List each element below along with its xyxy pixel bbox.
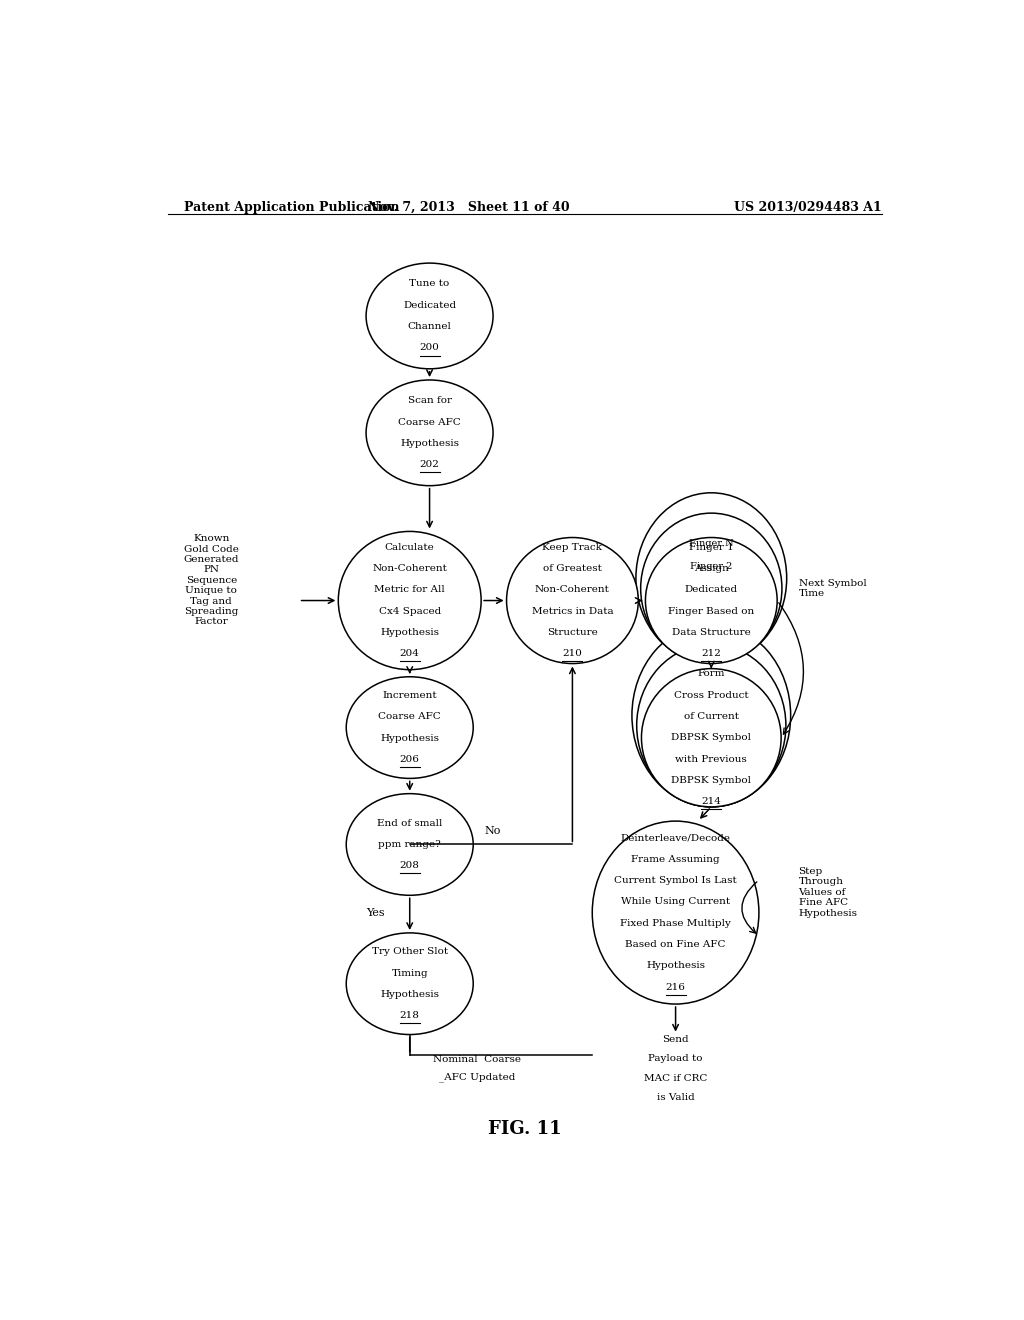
Text: Hypothesis: Hypothesis [400,440,459,447]
Text: US 2013/0294483 A1: US 2013/0294483 A1 [734,201,882,214]
Text: Non-Coherent: Non-Coherent [373,564,447,573]
Ellipse shape [338,532,481,669]
Text: 206: 206 [399,755,420,764]
Text: Current Symbol Is Last: Current Symbol Is Last [614,876,737,884]
Text: of Current: of Current [684,711,738,721]
Text: Non-Coherent: Non-Coherent [535,585,610,594]
Text: 212: 212 [701,649,721,659]
Text: 214: 214 [701,797,721,807]
Ellipse shape [636,492,786,664]
Text: Step
Through
Values of
Fine AFC
Hypothesis: Step Through Values of Fine AFC Hypothes… [799,867,857,917]
Text: DBPSK Symbol: DBPSK Symbol [672,733,752,742]
Text: Patent Application Publication: Patent Application Publication [183,201,399,214]
Ellipse shape [641,513,782,664]
Text: Finger 1: Finger 1 [689,543,733,552]
Text: Metrics in Data: Metrics in Data [531,607,613,615]
Ellipse shape [507,537,638,664]
Ellipse shape [346,933,473,1035]
Text: 200: 200 [420,343,439,352]
Text: Cx4 Spaced: Cx4 Spaced [379,607,441,615]
Text: 210: 210 [562,649,583,659]
Text: Next Symbol
Time: Next Symbol Time [799,578,866,598]
Text: ppm range?: ppm range? [378,840,441,849]
Text: Cross Product: Cross Product [674,690,749,700]
Ellipse shape [637,644,785,807]
Text: Hypothesis: Hypothesis [380,990,439,999]
Text: Tune to: Tune to [410,280,450,289]
Text: 216: 216 [666,983,685,991]
Text: Coarse AFC: Coarse AFC [398,417,461,426]
Text: with Previous: with Previous [676,755,748,763]
Text: Channel: Channel [408,322,452,331]
Text: Hypothesis: Hypothesis [380,734,439,743]
Ellipse shape [367,380,494,486]
Ellipse shape [346,793,473,895]
Text: No: No [485,826,501,837]
Text: Keep Track: Keep Track [543,543,602,552]
Text: Metric for All: Metric for All [375,585,445,594]
Text: Finger 2: Finger 2 [690,562,732,570]
Text: Frame Assuming: Frame Assuming [631,855,720,863]
Text: Based on Fine AFC: Based on Fine AFC [626,940,726,949]
Text: Finger Based on: Finger Based on [669,607,755,615]
Text: Data Structure: Data Structure [672,628,751,638]
Text: Try Other Slot: Try Other Slot [372,948,447,956]
Text: Hypothesis: Hypothesis [380,628,439,638]
Text: _AFC Updated: _AFC Updated [439,1072,515,1082]
Text: Calculate: Calculate [385,543,434,552]
Text: 202: 202 [420,461,439,470]
Text: Fixed Phase Multiply: Fixed Phase Multiply [621,919,731,928]
Ellipse shape [346,677,473,779]
Text: 218: 218 [399,1011,420,1020]
Text: Timing: Timing [391,969,428,978]
Text: 208: 208 [399,862,420,870]
Text: is Valid: is Valid [656,1093,694,1102]
Text: Form: Form [697,669,725,678]
Text: Deinterleave/Decode: Deinterleave/Decode [621,833,730,842]
Text: While Using Current: While Using Current [621,898,730,907]
Ellipse shape [632,624,791,807]
Text: FIG. 11: FIG. 11 [488,1121,561,1138]
Ellipse shape [367,263,494,368]
Text: Coarse AFC: Coarse AFC [378,713,441,722]
Ellipse shape [641,669,781,807]
Text: Structure: Structure [547,628,598,638]
Text: Send: Send [663,1035,689,1044]
Text: Nominal  Coarse: Nominal Coarse [433,1055,521,1064]
Text: Nov. 7, 2013   Sheet 11 of 40: Nov. 7, 2013 Sheet 11 of 40 [369,201,570,214]
Text: Scan for: Scan for [408,396,452,405]
Text: MAC if CRC: MAC if CRC [644,1073,708,1082]
Text: of Greatest: of Greatest [543,564,602,573]
Text: Assign: Assign [694,564,729,573]
Text: Finger N: Finger N [689,539,733,548]
Text: DBPSK Symbol: DBPSK Symbol [672,776,752,785]
Text: Known
Gold Code
Generated
PN
Sequence
Unique to
Tag and
Spreading
Factor: Known Gold Code Generated PN Sequence Un… [183,535,239,626]
Ellipse shape [592,821,759,1005]
Text: 204: 204 [399,649,420,659]
Text: Yes: Yes [366,908,384,917]
Text: End of small: End of small [377,818,442,828]
Ellipse shape [645,537,777,664]
Text: Dedicated: Dedicated [403,301,456,310]
Text: Payload to: Payload to [648,1055,702,1064]
Text: Hypothesis: Hypothesis [646,961,706,970]
Text: Dedicated: Dedicated [685,585,738,594]
Text: Increment: Increment [382,692,437,700]
